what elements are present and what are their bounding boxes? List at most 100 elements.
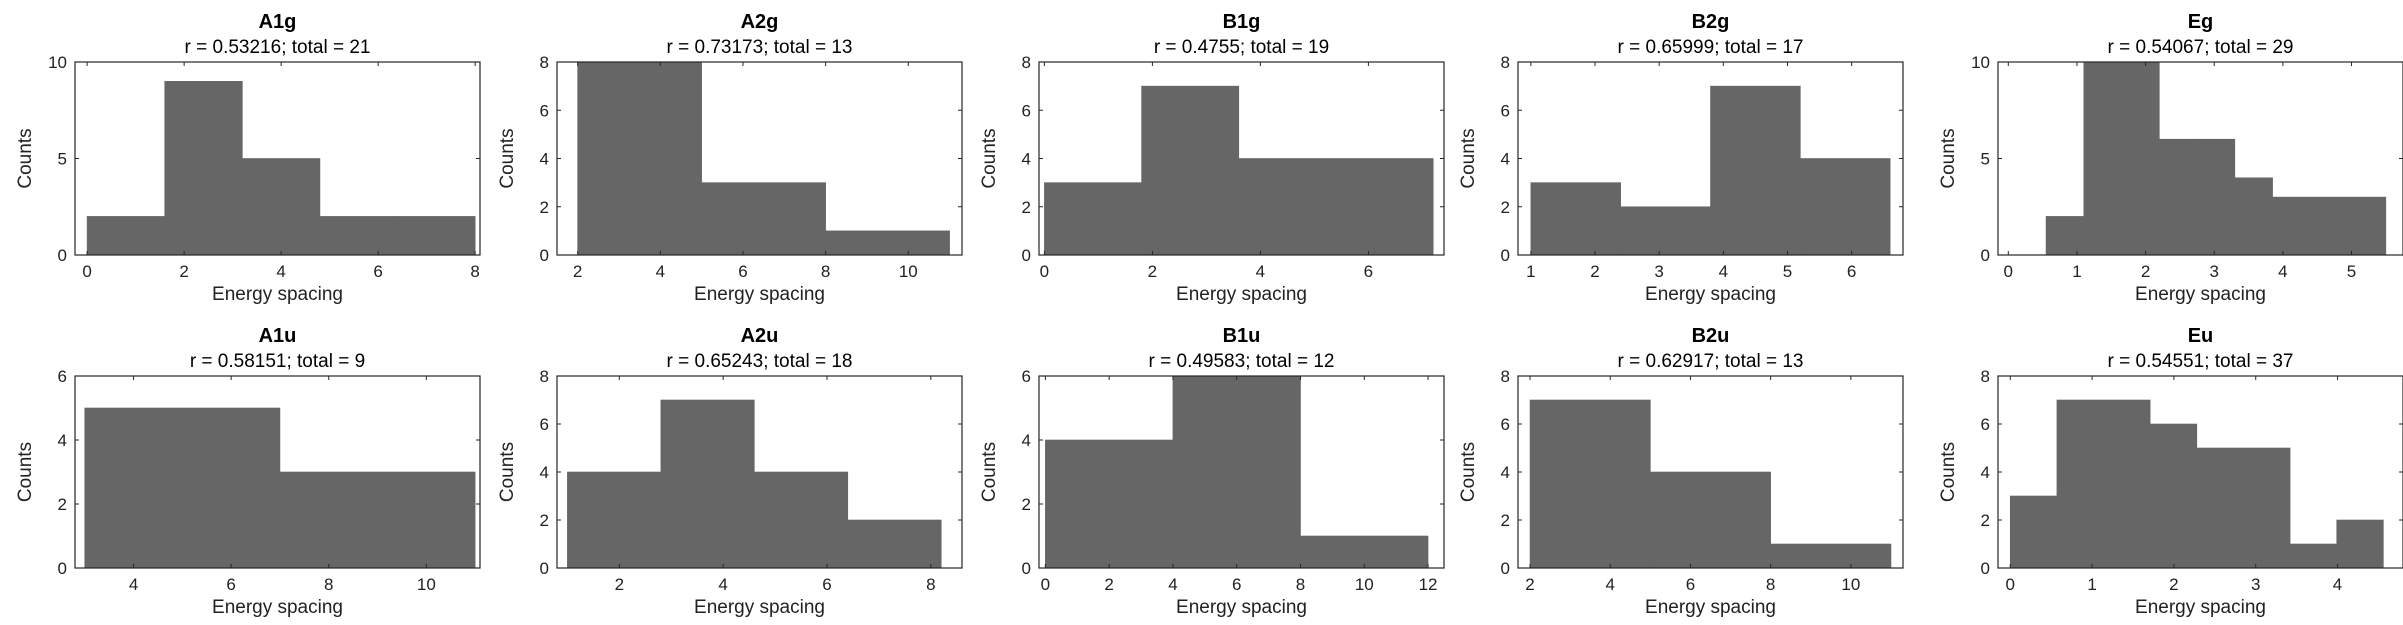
chart-subtitle: r = 0.54551; total = 37	[2108, 351, 2294, 372]
y-tick-label: 8	[1501, 53, 1510, 72]
y-tick-label: 6	[1022, 367, 1031, 386]
y-tick-label: 8	[1501, 367, 1510, 386]
y-tick-label: 0	[1501, 246, 1510, 265]
x-tick-label: 4	[1719, 262, 1728, 281]
x-tick-label: 4	[2278, 262, 2287, 281]
y-tick-label: 0	[540, 559, 549, 578]
chart-title: A1u	[259, 325, 297, 347]
chart-title: B1u	[1223, 325, 1261, 347]
chart-subtitle: r = 0.73173; total = 13	[667, 37, 853, 58]
chart-title: A2u	[741, 325, 779, 347]
histogram-bar	[1529, 399, 1651, 569]
histogram-bar	[1044, 182, 1142, 256]
x-tick-label: 0	[1041, 575, 1050, 594]
x-tick-label: 4	[2333, 575, 2342, 594]
histogram-bar	[2336, 519, 2384, 569]
x-tick-label: 4	[1256, 262, 1265, 281]
y-axis-label: Counts	[1938, 442, 1959, 502]
histogram-bar	[1238, 158, 1337, 256]
y-tick-label: 2	[1022, 495, 1031, 514]
y-axis-label: Counts	[1458, 128, 1479, 188]
y-tick-label: 4	[58, 431, 67, 450]
x-axis-label: Energy spacing	[212, 284, 343, 305]
y-tick-label: 8	[1981, 367, 1990, 386]
histogram-bar	[2196, 138, 2236, 256]
y-tick-label: 2	[540, 198, 549, 217]
histogram-bar	[2149, 423, 2198, 569]
x-tick-label: 8	[1296, 575, 1305, 594]
y-axis-label: Counts	[979, 128, 1000, 188]
y-tick-label: 0	[1981, 246, 1990, 265]
histogram-bar	[2121, 61, 2160, 256]
y-tick-label: 4	[1501, 463, 1510, 482]
histogram-bar	[1172, 375, 1301, 569]
chart-subtitle: r = 0.49583; total = 12	[1149, 351, 1335, 372]
x-tick-label: 6	[226, 575, 235, 594]
y-tick-label: 2	[1022, 198, 1031, 217]
histogram-bar	[2083, 61, 2122, 256]
x-tick-label: 10	[1841, 575, 1860, 594]
x-tick-label: 6	[1232, 575, 1241, 594]
x-tick-label: 6	[1686, 575, 1695, 594]
x-tick-label: 5	[1783, 262, 1792, 281]
x-tick-label: 0	[2004, 262, 2013, 281]
y-tick-label: 6	[540, 101, 549, 120]
histogram-bar	[242, 158, 321, 256]
chart-subtitle: r = 0.65999; total = 17	[1618, 37, 1804, 58]
histogram-bar	[754, 471, 849, 569]
chart-title: B1g	[1223, 11, 1261, 33]
y-tick-label: 0	[1022, 246, 1031, 265]
histogram-bar	[397, 216, 476, 256]
chart-subtitle: r = 0.4755; total = 19	[1154, 37, 1329, 58]
chart-panel-b2g: 1 2 3 4 5 6 0 2 4 6 8 B2g r = 0.65999; total = 17 Ene…	[1458, 11, 1904, 305]
histogram-bar	[1620, 206, 1711, 256]
y-tick-label: 2	[58, 495, 67, 514]
x-tick-label: 8	[324, 575, 333, 594]
x-tick-label: 2	[2169, 575, 2178, 594]
y-tick-label: 2	[540, 511, 549, 530]
x-tick-label: 1	[1526, 262, 1535, 281]
histogram-bar	[577, 61, 702, 256]
x-tick-label: 4	[656, 262, 665, 281]
x-tick-label: 0	[1040, 262, 1049, 281]
y-tick-label: 4	[1022, 150, 1031, 169]
y-tick-label: 2	[1501, 198, 1510, 217]
chart-subtitle: r = 0.54067; total = 29	[2108, 37, 2294, 58]
y-tick-label: 2	[1501, 511, 1510, 530]
chart-panel-a1g: 0 2 4 6 8 0 5 10 A1g r = 0.53216; total = 21 Energ…	[15, 11, 481, 305]
chart-title: B2u	[1692, 325, 1730, 347]
y-tick-label: 6	[1501, 101, 1510, 120]
x-tick-label: 1	[2072, 262, 2081, 281]
y-tick-label: 4	[540, 463, 549, 482]
histogram-bar	[1710, 85, 1801, 256]
y-tick-label: 10	[48, 53, 67, 72]
chart-title: Eu	[2188, 325, 2214, 347]
y-tick-label: 8	[1022, 53, 1031, 72]
histogram-bar	[2045, 216, 2085, 256]
chart-panel-a2u: 2 4 6 8 0 2 4 6 8 A2u r = 0.65243; total = 18 Energ…	[497, 325, 963, 618]
x-axis-label: Energy spacing	[694, 284, 825, 305]
y-tick-label: 0	[1981, 559, 1990, 578]
x-tick-label: 12	[1419, 575, 1438, 594]
histogram-bar	[1335, 158, 1434, 256]
chart-panel-eu: 0 1 2 3 4 0 2 4 6 8 Eu r = 0.54551; total = 37 Energ…	[1938, 325, 2403, 618]
y-axis-label: Counts	[1938, 128, 1959, 188]
y-axis-label: Counts	[15, 128, 36, 188]
x-tick-label: 4	[276, 262, 285, 281]
histogram-bar	[2243, 447, 2291, 569]
x-tick-label: 8	[470, 262, 479, 281]
histogram-bar	[1141, 85, 1240, 256]
x-tick-label: 1	[2087, 575, 2096, 594]
y-tick-label: 0	[58, 246, 67, 265]
histogram-bar	[1650, 471, 1771, 569]
chart-panel-b1g: 0 2 4 6 0 2 4 6 8 B1g r = 0.4755; total = 19 Energy…	[979, 11, 1445, 305]
y-tick-label: 0	[1022, 559, 1031, 578]
histogram-bar	[2056, 399, 2104, 569]
chart-panel-b1u: 0 2 4 6 8 10 12 0 2 4 6 B1u r = 0.49583; total = 12 E…	[979, 325, 1445, 618]
y-tick-label: 4	[1981, 463, 1990, 482]
histogram-bar	[2196, 447, 2244, 569]
x-tick-label: 2	[1525, 575, 1534, 594]
y-tick-label: 4	[540, 150, 549, 169]
chart-subtitle: r = 0.58151; total = 9	[190, 351, 365, 372]
